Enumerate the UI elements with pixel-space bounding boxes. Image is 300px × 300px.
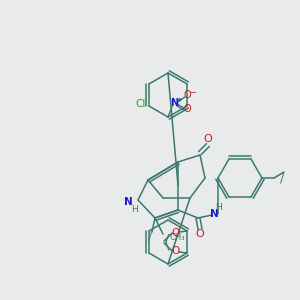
- Text: \: \: [165, 238, 169, 251]
- Text: O: O: [204, 134, 212, 144]
- Text: O: O: [171, 228, 179, 238]
- Text: O: O: [171, 246, 179, 256]
- Text: N: N: [170, 98, 178, 108]
- Text: N: N: [124, 197, 132, 207]
- Text: +: +: [176, 97, 182, 103]
- Text: /: /: [148, 230, 152, 242]
- Text: CH₃: CH₃: [169, 233, 184, 242]
- Text: H: H: [130, 205, 137, 214]
- Text: N: N: [210, 209, 218, 219]
- Text: O: O: [183, 104, 191, 114]
- Text: /: /: [280, 172, 284, 184]
- Text: H: H: [216, 203, 222, 212]
- Text: O: O: [183, 90, 191, 100]
- Text: Cl: Cl: [136, 99, 146, 109]
- Text: /: /: [165, 232, 169, 245]
- Text: −: −: [190, 88, 196, 98]
- Text: O: O: [196, 229, 204, 239]
